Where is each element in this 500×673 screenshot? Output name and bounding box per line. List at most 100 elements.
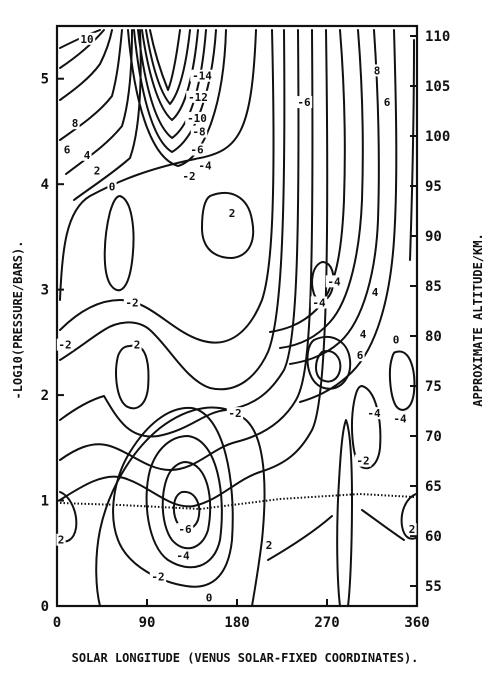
contour-label: 4 xyxy=(372,286,379,299)
y-tick-label-right: 100 xyxy=(425,129,450,145)
y-tick-label-left: 5 xyxy=(41,72,49,88)
contour-line xyxy=(145,29,191,105)
contour-label-bg xyxy=(174,549,192,562)
contour-label: -2 xyxy=(182,170,195,183)
contour-label: 2 xyxy=(94,165,101,178)
contour-line xyxy=(59,29,123,141)
x-tick-label: 270 xyxy=(314,615,339,631)
contour-label-bg xyxy=(372,64,382,77)
contour-label-bg xyxy=(407,523,417,536)
contour-label: -6 xyxy=(178,523,192,536)
y-tick-label-right: 80 xyxy=(425,329,442,345)
contour-label: 4 xyxy=(360,328,367,341)
contour-label: -2 xyxy=(356,455,369,468)
contour-label: 2 xyxy=(58,534,65,547)
bottom-axis-ticks: 0 90 180 270 360 xyxy=(53,599,430,631)
y-tick-label-right: 60 xyxy=(425,529,442,545)
left-axis-ticks: 0 1 2 3 4 5 xyxy=(41,72,64,615)
contour-line xyxy=(73,29,142,201)
contour-line xyxy=(59,29,101,49)
contour-label: -4 xyxy=(312,296,326,309)
contour-label: 8 xyxy=(72,117,79,130)
contour-label: -12 xyxy=(188,91,208,104)
contour-label-bg xyxy=(264,539,274,551)
contour-line xyxy=(59,29,286,391)
contour-label-bg xyxy=(190,69,214,82)
x-axis-title: SOLAR LONGITUDE (VENUS SOLAR-FIXED COORD… xyxy=(72,651,419,665)
y-axis-title-right: APPROXIMATE ALTITUDE/KM. xyxy=(471,233,485,406)
contour-line xyxy=(59,29,275,344)
y-tick-label-right: 85 xyxy=(425,279,442,295)
contour-lines xyxy=(59,29,417,607)
y-tick-label-left: 2 xyxy=(41,388,49,404)
contour-line xyxy=(65,29,133,175)
contour-label-bg xyxy=(185,111,209,124)
contour-label-bg xyxy=(391,412,409,425)
contour-label: -2 xyxy=(125,296,138,309)
contour-label: 6 xyxy=(64,144,71,157)
contour-label: 0 xyxy=(109,180,116,193)
contour-label-bg xyxy=(196,159,214,172)
contour-label-bg xyxy=(92,164,102,177)
y-tick-label-right: 90 xyxy=(425,229,442,245)
contour-label-bg xyxy=(310,296,328,309)
contour-label: -2 xyxy=(58,339,71,352)
y-tick-label-right: 55 xyxy=(425,579,442,595)
contour-line xyxy=(141,29,199,121)
contour-label: -6 xyxy=(190,144,204,157)
contour-label-bg xyxy=(190,125,208,138)
contour-line xyxy=(388,350,416,411)
contour-label: -6 xyxy=(297,96,311,109)
y-tick-label-right: 95 xyxy=(425,179,442,195)
contour-label: -2 xyxy=(228,407,241,420)
contour-label-bg xyxy=(382,96,392,109)
x-tick-label: 360 xyxy=(404,615,429,631)
contour-label-bg xyxy=(149,570,167,583)
contour-label-bg xyxy=(186,90,210,103)
y-tick-label-left: 4 xyxy=(41,177,49,193)
contour-label: -8 xyxy=(192,126,205,139)
contour-line xyxy=(201,192,255,259)
contour-line xyxy=(127,29,227,167)
y-tick-label-left: 1 xyxy=(41,494,49,510)
contour-label: 2 xyxy=(229,207,236,220)
contour-line xyxy=(59,29,329,508)
contour-label: -4 xyxy=(327,275,341,288)
y-tick-label-left: 3 xyxy=(41,283,49,299)
contour-line xyxy=(59,29,257,301)
contour-line xyxy=(115,344,150,410)
y-axis-title-left: -LOG10(PRESSURE/BARS). xyxy=(11,241,25,400)
contour-line xyxy=(400,493,417,540)
contour-label: -4 xyxy=(198,159,212,172)
contour-label-bg xyxy=(70,117,80,130)
contour-line xyxy=(269,29,346,333)
contour-label: 6 xyxy=(384,96,391,109)
contour-label-bg xyxy=(56,338,74,351)
contour-line xyxy=(267,515,333,561)
contour-line xyxy=(299,29,398,403)
contour-label: -2 xyxy=(151,571,164,584)
contour-label-bg xyxy=(295,96,313,109)
contour-line xyxy=(409,39,415,261)
y-tick-label-right: 65 xyxy=(425,479,442,495)
contour-label: 4 xyxy=(84,149,91,162)
y-tick-label-left: 0 xyxy=(41,599,49,615)
contour-label: -4 xyxy=(393,412,407,425)
contour-line xyxy=(59,29,314,471)
contour-label-bg xyxy=(226,407,244,420)
contour-label: 2 xyxy=(134,339,141,352)
contour-label: 2 xyxy=(266,539,273,552)
contour-line xyxy=(59,29,300,438)
x-tick-label: 0 xyxy=(53,615,61,631)
contour-label-bg xyxy=(56,533,66,546)
y-tick-label-right: 70 xyxy=(425,429,442,445)
x-tick-label: 90 xyxy=(139,615,156,631)
contour-label-bg xyxy=(176,523,194,536)
contour-label-bg xyxy=(180,169,198,182)
contour-label-bg xyxy=(365,407,383,420)
contour-label-bg xyxy=(78,32,96,45)
contour-line xyxy=(361,509,405,541)
contour-line xyxy=(161,461,212,550)
y-tick-label-right: 110 xyxy=(425,29,450,45)
contour-line xyxy=(95,406,266,607)
